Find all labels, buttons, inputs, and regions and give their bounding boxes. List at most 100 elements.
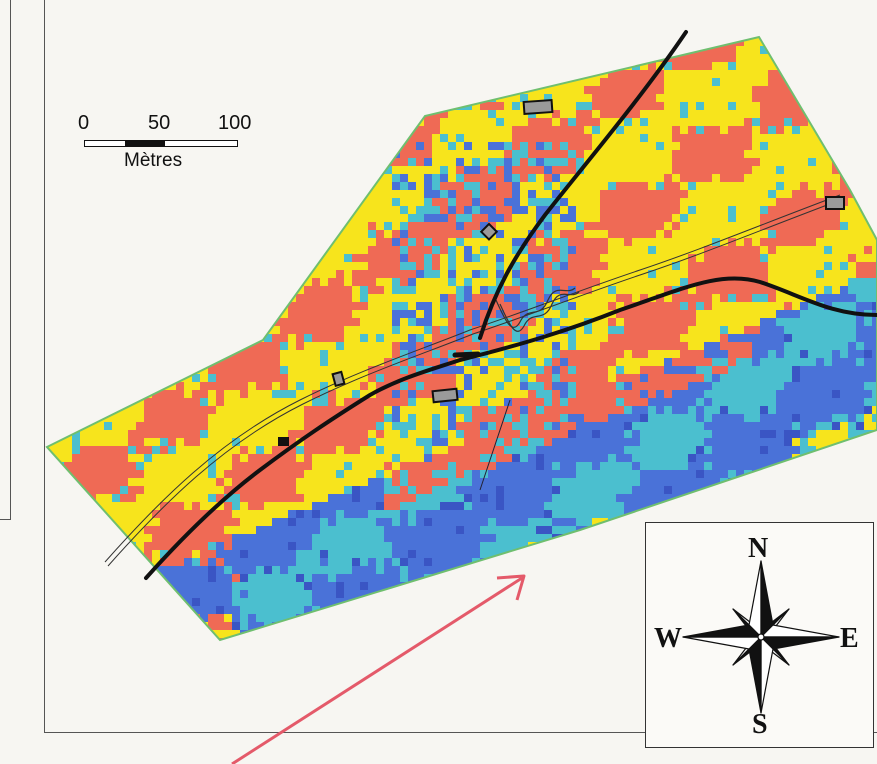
raster-cell bbox=[56, 254, 64, 262]
raster-cell bbox=[48, 110, 56, 118]
raster-cell bbox=[696, 70, 704, 78]
raster-cell bbox=[832, 302, 840, 310]
raster-cell bbox=[720, 86, 728, 94]
raster-cell bbox=[448, 326, 456, 334]
raster-cell bbox=[760, 238, 768, 246]
raster-cell bbox=[376, 350, 384, 358]
raster-cell bbox=[784, 70, 792, 78]
raster-cell bbox=[512, 318, 520, 326]
raster-cell bbox=[128, 206, 136, 214]
raster-cell bbox=[808, 302, 816, 310]
raster-cell bbox=[608, 70, 616, 78]
raster-cell bbox=[640, 142, 648, 150]
raster-cell bbox=[216, 366, 224, 374]
raster-cell bbox=[96, 342, 104, 350]
raster-cell bbox=[88, 318, 96, 326]
raster-cell bbox=[496, 374, 504, 382]
raster-cell bbox=[160, 342, 168, 350]
raster-cell bbox=[480, 190, 488, 198]
raster-cell bbox=[352, 37, 360, 38]
raster-cell bbox=[648, 246, 656, 254]
raster-cell bbox=[320, 126, 328, 134]
raster-cell bbox=[200, 102, 208, 110]
raster-cell bbox=[664, 174, 672, 182]
raster-cell bbox=[400, 190, 408, 198]
raster-cell bbox=[848, 134, 856, 142]
raster-cell bbox=[616, 230, 624, 238]
raster-cell bbox=[248, 270, 256, 278]
raster-cell bbox=[720, 374, 728, 382]
raster-cell bbox=[696, 286, 704, 294]
raster-cell bbox=[608, 374, 616, 382]
raster-cell bbox=[784, 278, 792, 286]
raster-cell bbox=[56, 390, 64, 398]
raster-cell bbox=[64, 78, 72, 86]
raster-cell bbox=[432, 118, 440, 126]
raster-cell bbox=[256, 126, 264, 134]
raster-cell bbox=[472, 302, 480, 310]
raster-cell bbox=[400, 182, 408, 190]
raster-cell bbox=[872, 398, 877, 406]
raster-cell bbox=[56, 382, 64, 390]
raster-cell bbox=[328, 382, 336, 390]
raster-cell bbox=[744, 366, 752, 374]
raster-cell bbox=[760, 190, 768, 198]
raster-cell bbox=[88, 406, 96, 414]
raster-cell bbox=[608, 246, 616, 254]
raster-cell bbox=[640, 150, 648, 158]
raster-cell bbox=[600, 318, 608, 326]
raster-cell bbox=[304, 294, 312, 302]
raster-cell bbox=[384, 70, 392, 78]
raster-cell bbox=[352, 278, 360, 286]
raster-cell bbox=[616, 86, 624, 94]
raster-cell bbox=[432, 54, 440, 62]
raster-cell bbox=[232, 238, 240, 246]
raster-cell bbox=[168, 78, 176, 86]
raster-cell bbox=[856, 46, 864, 54]
raster-cell bbox=[176, 94, 184, 102]
raster-cell bbox=[64, 326, 72, 334]
raster-cell bbox=[392, 246, 400, 254]
raster-cell bbox=[712, 78, 720, 86]
raster-cell bbox=[48, 334, 56, 342]
raster-cell bbox=[47, 94, 48, 102]
raster-cell bbox=[400, 54, 408, 62]
raster-cell bbox=[96, 286, 104, 294]
raster-cell bbox=[128, 198, 136, 206]
raster-cell bbox=[456, 126, 464, 134]
raster-cell bbox=[584, 214, 592, 222]
raster-cell bbox=[384, 230, 392, 238]
raster-cell bbox=[424, 174, 432, 182]
raster-cell bbox=[504, 350, 512, 358]
raster-cell bbox=[608, 94, 616, 102]
raster-cell bbox=[288, 318, 296, 326]
raster-cell bbox=[120, 54, 128, 62]
raster-cell bbox=[64, 182, 72, 190]
raster-cell bbox=[504, 37, 512, 38]
raster-cell bbox=[288, 350, 296, 358]
raster-cell bbox=[872, 198, 877, 206]
raster-cell bbox=[296, 86, 304, 94]
raster-cell bbox=[664, 254, 672, 262]
raster-cell bbox=[656, 70, 664, 78]
raster-cell bbox=[384, 94, 392, 102]
raster-cell bbox=[808, 222, 816, 230]
raster-cell bbox=[272, 262, 280, 270]
raster-cell bbox=[576, 198, 584, 206]
raster-cell bbox=[720, 302, 728, 310]
raster-cell bbox=[152, 78, 160, 86]
raster-cell bbox=[344, 190, 352, 198]
raster-cell bbox=[104, 214, 112, 222]
raster-cell bbox=[104, 398, 112, 406]
raster-cell bbox=[112, 382, 120, 390]
raster-cell bbox=[256, 174, 264, 182]
raster-cell bbox=[480, 390, 488, 398]
raster-cell bbox=[840, 158, 848, 166]
raster-cell bbox=[656, 182, 664, 190]
raster-cell bbox=[120, 238, 128, 246]
raster-cell bbox=[416, 342, 424, 350]
raster-cell bbox=[224, 382, 232, 390]
raster-cell bbox=[640, 222, 648, 230]
raster-cell bbox=[576, 374, 584, 382]
raster-cell bbox=[448, 294, 456, 302]
